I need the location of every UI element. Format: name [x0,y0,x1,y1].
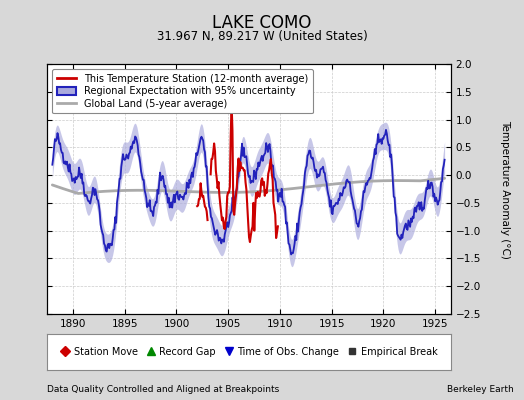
Text: Data Quality Controlled and Aligned at Breakpoints: Data Quality Controlled and Aligned at B… [47,385,279,394]
Legend: Station Move, Record Gap, Time of Obs. Change, Empirical Break: Station Move, Record Gap, Time of Obs. C… [57,343,441,361]
Text: LAKE COMO: LAKE COMO [212,14,312,32]
Text: 31.967 N, 89.217 W (United States): 31.967 N, 89.217 W (United States) [157,30,367,43]
Text: Berkeley Earth: Berkeley Earth [447,385,514,394]
Legend: This Temperature Station (12-month average), Regional Expectation with 95% uncer: This Temperature Station (12-month avera… [52,69,313,114]
Y-axis label: Temperature Anomaly (°C): Temperature Anomaly (°C) [500,120,510,258]
